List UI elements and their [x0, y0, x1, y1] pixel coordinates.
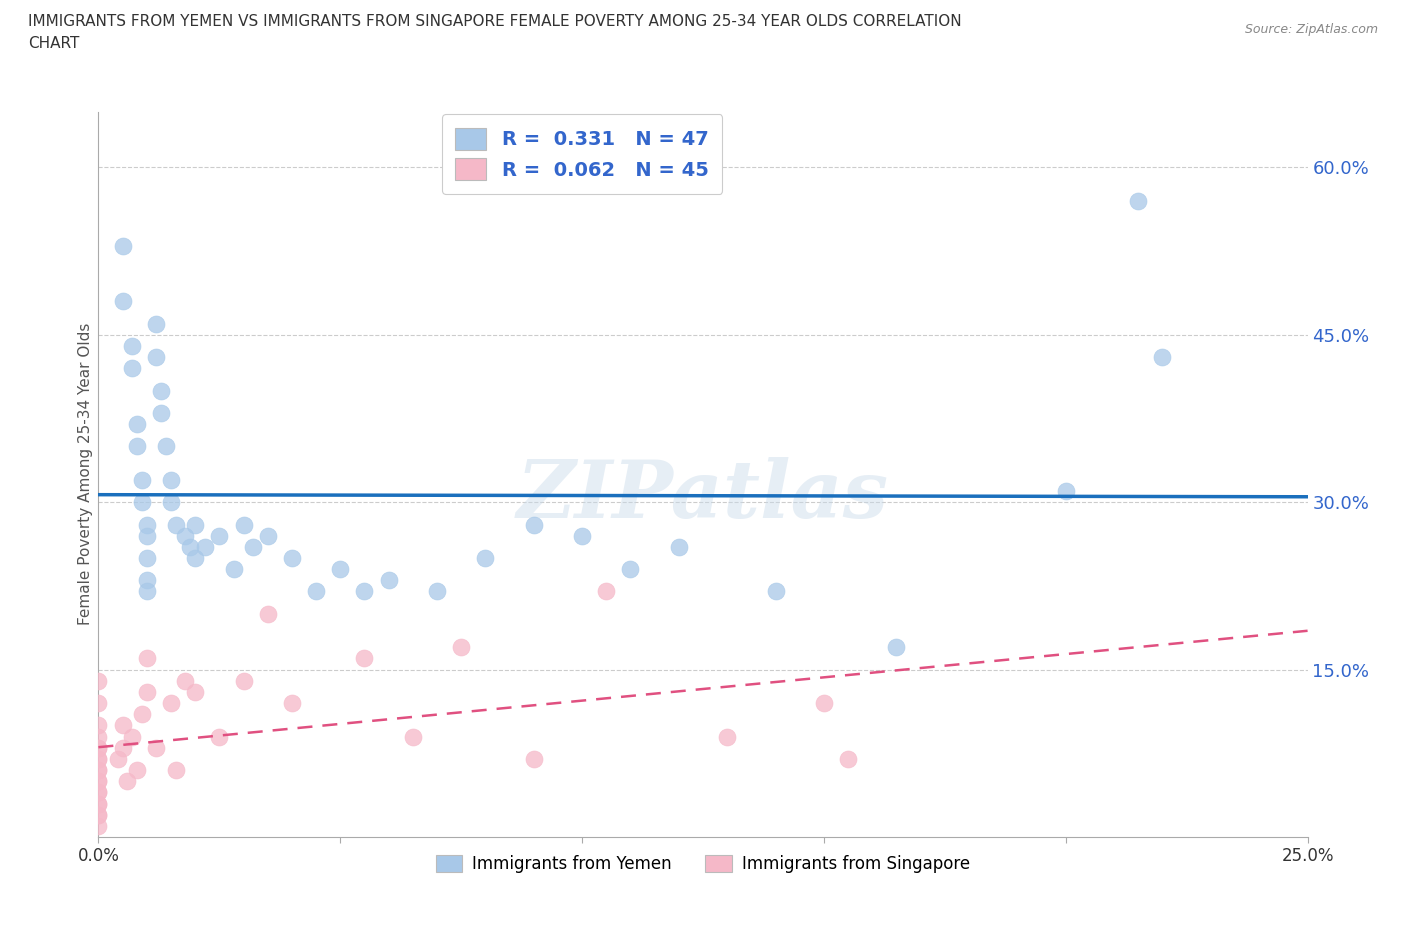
Point [402, 729, 425, 744]
Point [87, 818, 110, 833]
Point [305, 584, 328, 599]
Point [160, 696, 183, 711]
Point [765, 584, 787, 599]
Point [353, 584, 375, 599]
Point [155, 439, 177, 454]
Point [121, 729, 143, 744]
Point [135, 517, 157, 532]
Point [87, 796, 110, 811]
Legend: Immigrants from Yemen, Immigrants from Singapore: Immigrants from Yemen, Immigrants from S… [429, 848, 977, 880]
Point [111, 238, 134, 253]
Point [87, 729, 110, 744]
Point [135, 684, 157, 699]
Point [87, 785, 110, 800]
Point [87, 763, 110, 777]
Point [837, 751, 859, 766]
Point [145, 350, 167, 365]
Point [87, 751, 110, 766]
Point [87, 774, 110, 789]
Point [208, 528, 231, 543]
Point [232, 673, 254, 688]
Point [523, 517, 546, 532]
Point [121, 339, 143, 353]
Point [111, 294, 134, 309]
Point [135, 551, 157, 565]
Text: IMMIGRANTS FROM YEMEN VS IMMIGRANTS FROM SINGAPORE FEMALE POVERTY AMONG 25-34 YE: IMMIGRANTS FROM YEMEN VS IMMIGRANTS FROM… [28, 14, 962, 51]
Point [131, 495, 153, 510]
Point [145, 740, 167, 755]
Point [111, 740, 134, 755]
Point [1128, 193, 1150, 208]
Point [135, 651, 157, 666]
Point [160, 495, 183, 510]
Point [150, 383, 173, 398]
Point [87, 763, 110, 777]
Point [179, 539, 201, 554]
Y-axis label: Female Poverty Among 25-34 Year Olds: Female Poverty Among 25-34 Year Olds [77, 323, 93, 626]
Point [184, 684, 207, 699]
Point [474, 551, 496, 565]
Point [117, 774, 139, 789]
Point [131, 707, 153, 722]
Text: ZIPatlas: ZIPatlas [517, 458, 889, 535]
Point [87, 751, 110, 766]
Point [242, 539, 264, 554]
Point [121, 361, 143, 376]
Point [194, 539, 217, 554]
Point [619, 562, 641, 577]
Point [131, 472, 153, 487]
Point [377, 573, 399, 588]
Point [222, 562, 245, 577]
Point [281, 696, 304, 711]
Point [135, 584, 157, 599]
Point [1152, 350, 1174, 365]
Point [256, 528, 278, 543]
Point [87, 673, 110, 688]
Point [127, 417, 149, 432]
Point [135, 528, 157, 543]
Point [281, 551, 304, 565]
Point [329, 562, 352, 577]
Point [87, 807, 110, 822]
Point [571, 528, 593, 543]
Point [1054, 484, 1077, 498]
Text: Source: ZipAtlas.com: Source: ZipAtlas.com [1244, 23, 1378, 36]
Point [135, 573, 157, 588]
Point [813, 696, 835, 711]
Point [232, 517, 254, 532]
Point [174, 528, 197, 543]
Point [256, 606, 278, 621]
Point [353, 651, 375, 666]
Point [426, 584, 449, 599]
Point [886, 640, 908, 655]
Point [145, 316, 167, 331]
Point [87, 740, 110, 755]
Point [127, 439, 149, 454]
Point [87, 774, 110, 789]
Point [450, 640, 472, 655]
Point [184, 551, 207, 565]
Point [184, 517, 207, 532]
Point [150, 405, 173, 420]
Point [87, 740, 110, 755]
Point [174, 673, 197, 688]
Point [87, 796, 110, 811]
Point [523, 751, 546, 766]
Point [595, 584, 617, 599]
Point [87, 807, 110, 822]
Point [668, 539, 690, 554]
Point [111, 718, 134, 733]
Point [127, 763, 149, 777]
Point [87, 696, 110, 711]
Point [208, 729, 231, 744]
Point [87, 718, 110, 733]
Point [165, 517, 187, 532]
Point [165, 763, 187, 777]
Point [716, 729, 738, 744]
Point [107, 751, 129, 766]
Point [160, 472, 183, 487]
Point [87, 785, 110, 800]
